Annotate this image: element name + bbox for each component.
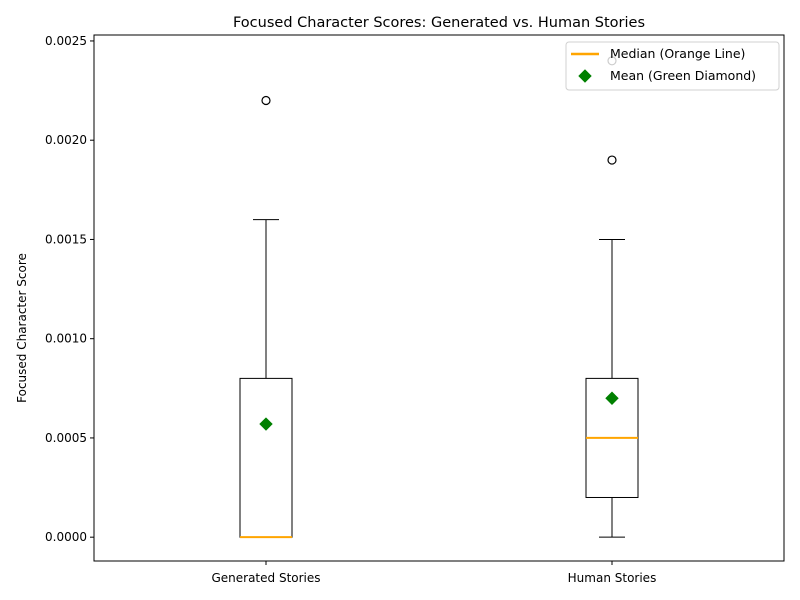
legend-label: Median (Orange Line) [610, 46, 745, 61]
outlier-point [261, 95, 271, 106]
outlier-point [607, 155, 617, 165]
axes-frame [93, 34, 785, 562]
y-tick-label: 0.0025 [45, 34, 87, 48]
legend-mean-swatch [578, 69, 592, 83]
legend-label: Mean (Green Diamond) [610, 68, 756, 83]
y-tick-label: 0.0000 [45, 530, 87, 544]
y-tick-label: 0.0015 [45, 232, 87, 246]
chart-title: Focused Character Scores: Generated vs. … [233, 15, 645, 31]
y-tick-label: 0.0020 [45, 133, 87, 147]
plot-area: 0.0000 0.0005 0.0010 0.0015 0.0020 0.0025 Gene… [45, 34, 785, 585]
mean-marker [259, 417, 273, 431]
y-axis-label: Focused Character Score [15, 253, 29, 403]
x-tick-label: Human Stories [568, 571, 657, 585]
x-tick-label: Generated Stories [211, 571, 320, 585]
mean-marker [605, 391, 619, 405]
y-tick-label: 0.0010 [45, 332, 87, 346]
y-tick-label: 0.0005 [45, 431, 87, 445]
legend-box [565, 41, 780, 91]
